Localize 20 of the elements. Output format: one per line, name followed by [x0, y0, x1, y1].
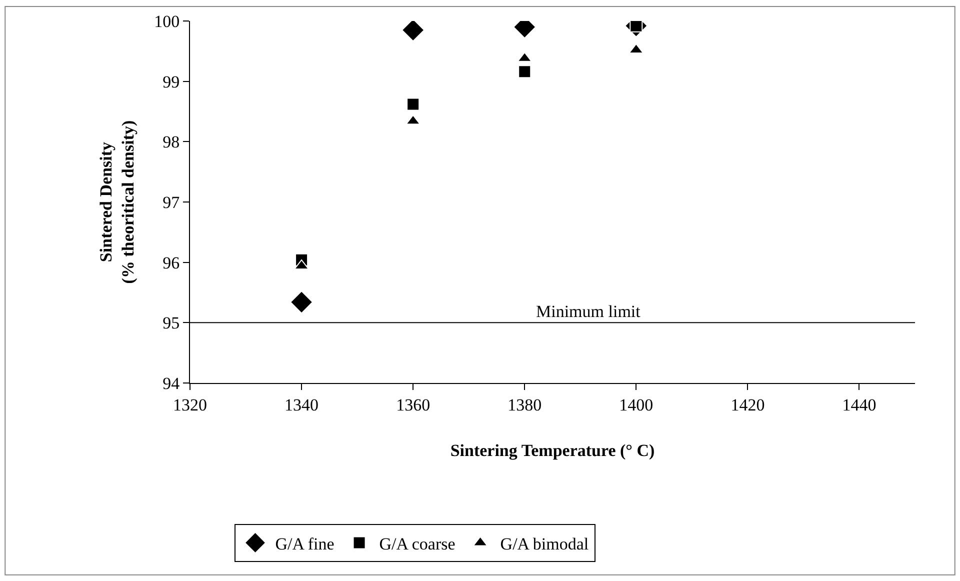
x-tick-label: 1440 [842, 395, 876, 414]
y-tick-label: 95 [162, 314, 180, 333]
y-tick-label: 99 [162, 72, 180, 92]
legend-label: G/A fine [275, 534, 334, 554]
y-tick-label: 94 [162, 374, 180, 393]
x-tick-label: 1380 [508, 395, 542, 414]
x-tick-label: 1340 [284, 395, 319, 414]
x-tick-label: 1420 [730, 395, 765, 414]
x-tick-label: 1360 [396, 395, 430, 414]
x-tick-label: 1320 [173, 395, 207, 414]
y-tick-label: 100 [154, 12, 180, 31]
y-axis-title: Sintered Density (% theoritical density) [96, 120, 138, 284]
y-tick-label: 97 [162, 192, 180, 212]
x-axis-title: Sintering Temperature (° C) [450, 440, 655, 460]
ref-line-label: Minimum limit [536, 302, 641, 321]
x-tick-label: 1400 [619, 395, 654, 414]
legend-label: G/A coarse [379, 534, 456, 554]
y-tick-label: 98 [162, 132, 180, 152]
legend-label: G/A bimodal [500, 534, 589, 554]
y-tick-label: 96 [162, 253, 180, 272]
